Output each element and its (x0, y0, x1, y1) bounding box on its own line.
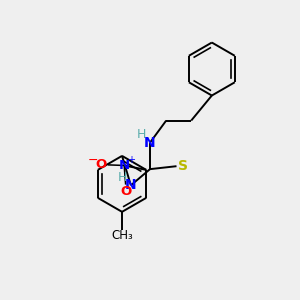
Text: N: N (118, 159, 130, 172)
Text: O: O (96, 158, 107, 171)
Text: H: H (137, 128, 146, 141)
Text: H: H (118, 171, 127, 184)
Text: N: N (125, 178, 137, 192)
Text: O: O (120, 184, 131, 198)
Text: CH₃: CH₃ (111, 230, 133, 242)
Text: +: + (127, 155, 135, 165)
Text: N: N (144, 136, 156, 150)
Text: S: S (178, 159, 188, 173)
Text: −: − (88, 154, 98, 167)
